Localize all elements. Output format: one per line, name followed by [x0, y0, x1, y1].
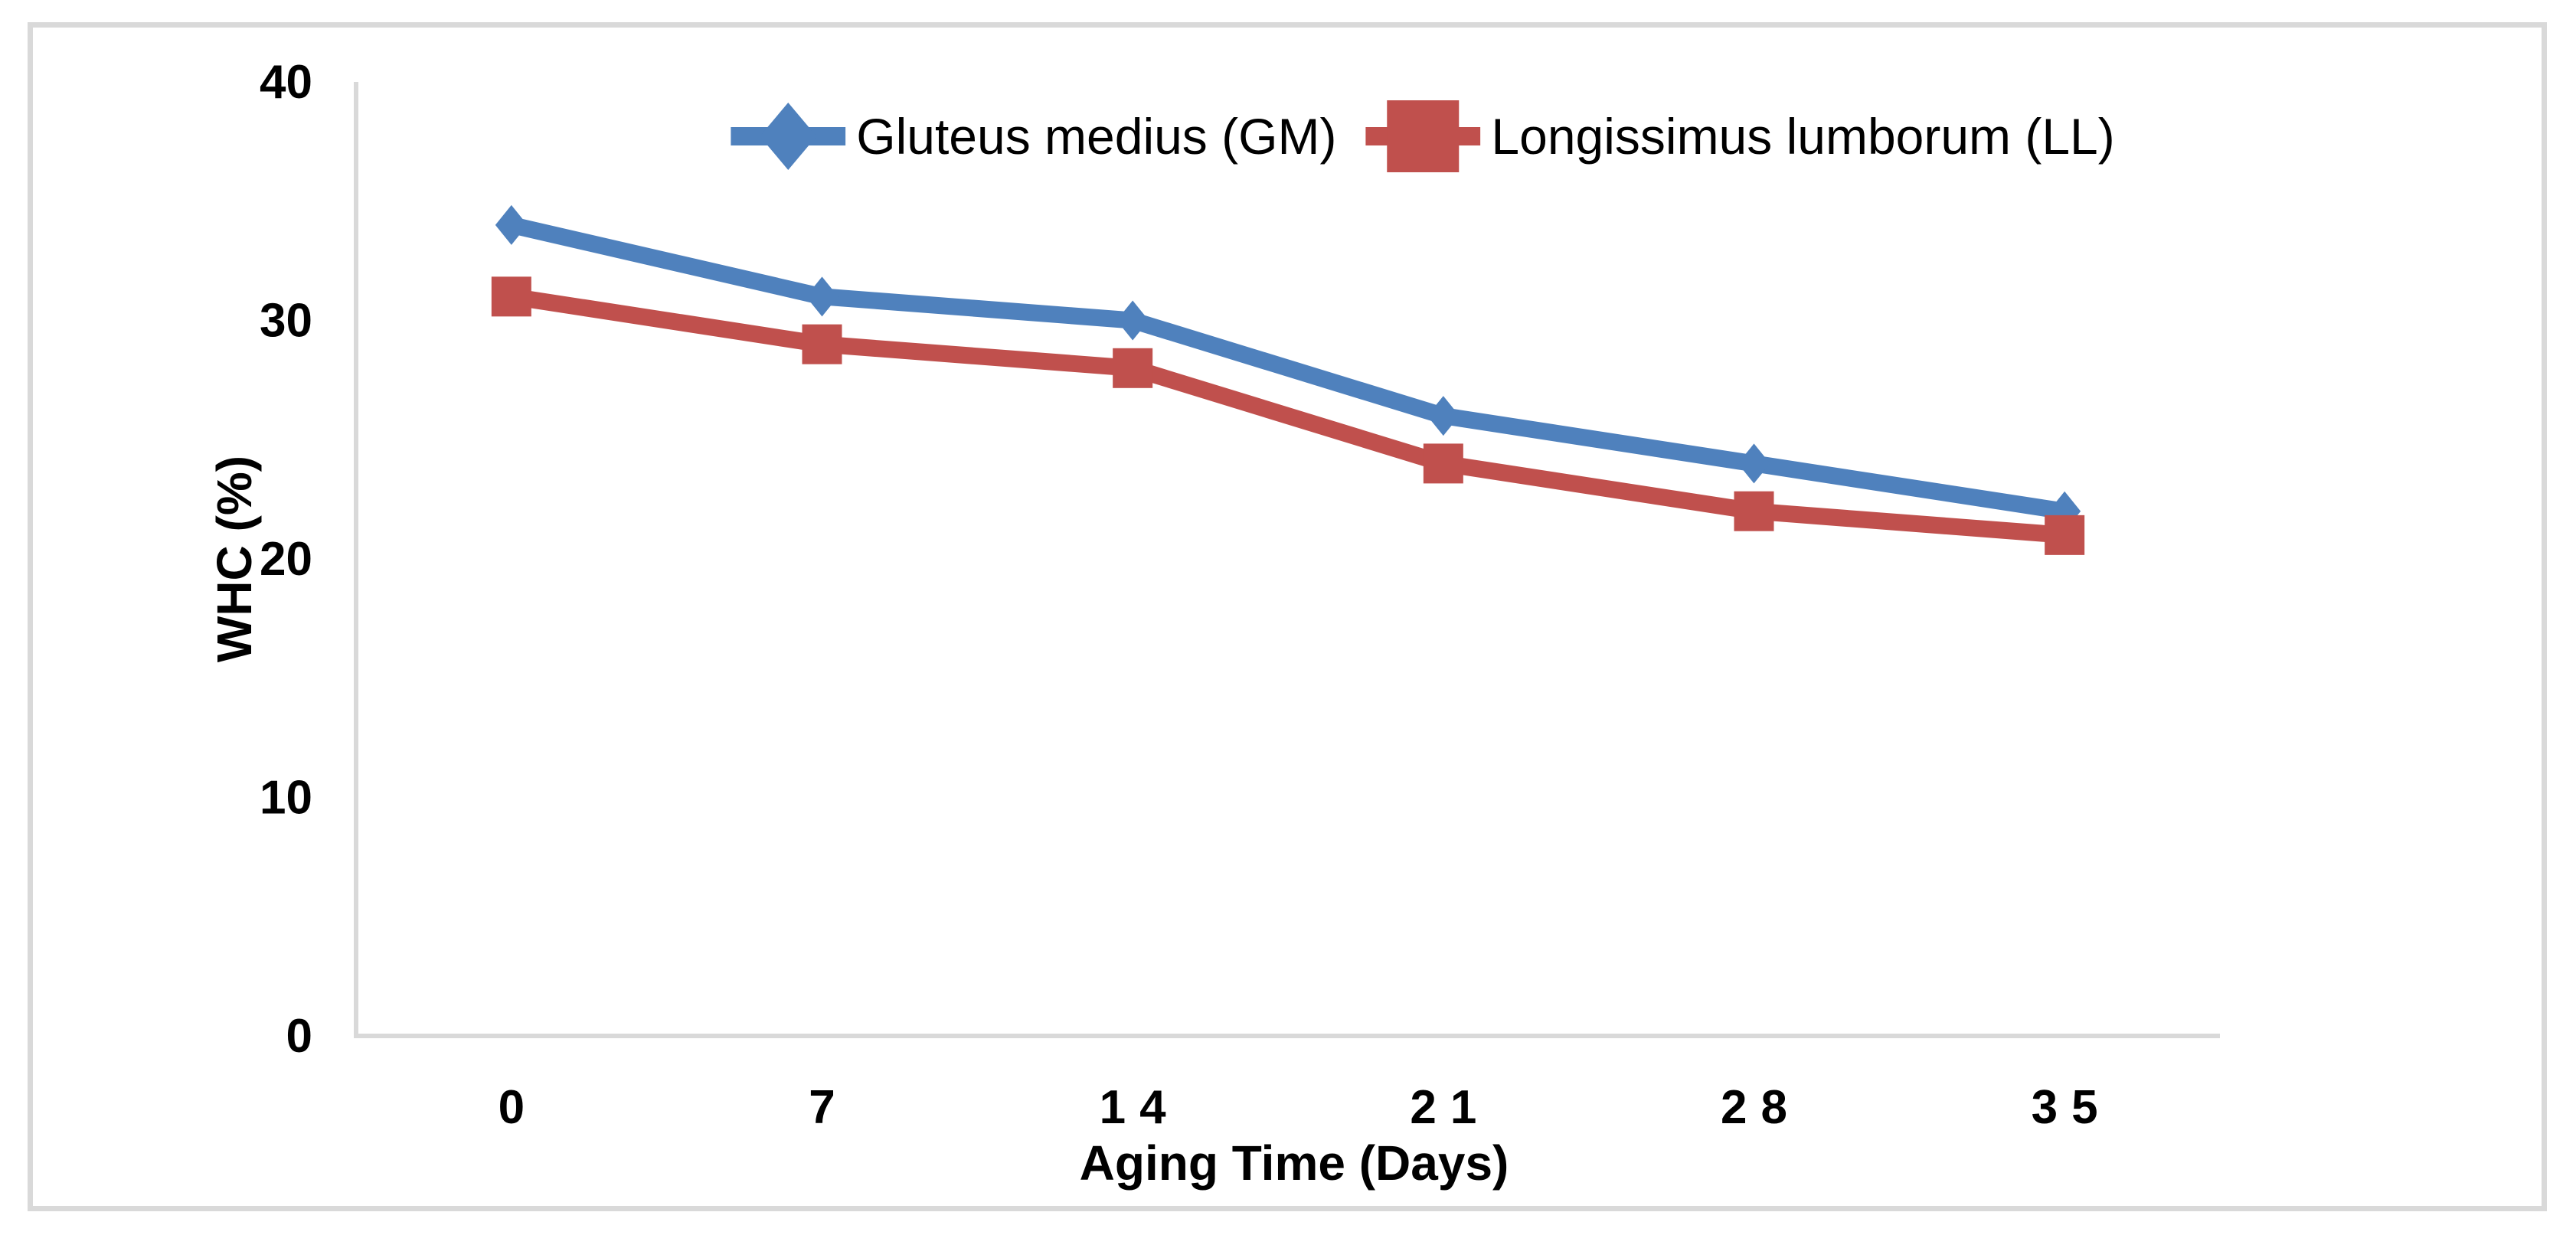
diamond-marker [1737, 443, 1770, 484]
x-tick-label: 35 [2032, 1081, 2112, 1134]
square-marker [1734, 491, 1774, 531]
diamond-marker [495, 204, 528, 245]
y-tick-label: 10 [260, 772, 312, 825]
y-tick-label: 40 [260, 56, 312, 109]
square-marker [802, 324, 842, 364]
series-line-1 [510, 288, 2066, 544]
square-marker [1113, 348, 1153, 388]
legend-label: Longissimus lumborum (LL) [1491, 108, 2115, 165]
legend-label: Gluteus medius (GM) [856, 108, 1337, 165]
y-tick-label: 0 [286, 1010, 312, 1063]
x-tick-label: 14 [1100, 1081, 1180, 1134]
square-marker [1423, 443, 1463, 484]
legend-item: Gluteus medius (GM) [731, 98, 1336, 175]
x-tick-label: 21 [1410, 1081, 1490, 1134]
x-tick-label: 0 [499, 1081, 538, 1134]
legend: Gluteus medius (GM) Longissimus lumborum … [731, 98, 2115, 175]
diamond-marker [1427, 396, 1460, 436]
y-tick-label: 20 [260, 533, 312, 586]
square-marker [2045, 515, 2085, 555]
legend-diamond-line-icon [731, 103, 846, 170]
legend-item: Longissimus lumborum (LL) [1365, 98, 2115, 175]
diamond-marker [806, 276, 839, 317]
y-axis-title: WHC (%) [207, 455, 262, 663]
diamond-marker [1116, 300, 1149, 341]
x-axis-title: Aging Time (Days) [1079, 1135, 1509, 1191]
square-marker [491, 276, 531, 317]
chart-frame [28, 22, 2547, 1211]
x-tick-label: 7 [809, 1081, 848, 1134]
x-tick-label: 28 [1721, 1081, 1801, 1134]
y-tick-label: 30 [260, 295, 312, 348]
legend-square-line-icon [1365, 100, 1481, 172]
series-line-0 [509, 217, 2066, 520]
